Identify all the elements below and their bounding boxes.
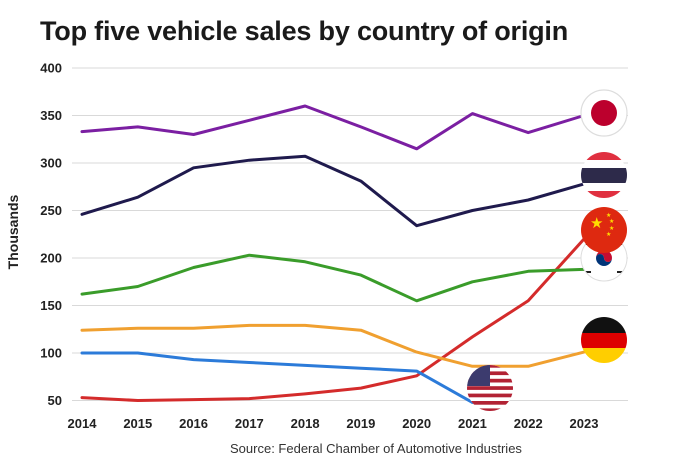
source-note: Source: Federal Chamber of Automotive In…: [230, 441, 522, 456]
y-tick-label: 100: [40, 346, 62, 361]
x-tick-label: 2015: [123, 416, 152, 431]
series-line-japan: [80, 104, 586, 151]
y-tick-label: 250: [40, 203, 62, 218]
x-tick-label: 2020: [402, 416, 431, 431]
x-tick-label: 2022: [514, 416, 543, 431]
y-tick-label: 300: [40, 156, 62, 171]
y-tick-label: 50: [48, 393, 62, 408]
y-tick-label: 200: [40, 251, 62, 266]
svg-text:★: ★: [590, 214, 603, 232]
series-line-thailand: [80, 154, 586, 228]
x-tick-label: 2018: [291, 416, 320, 431]
series-line-usa: [80, 351, 474, 404]
x-tick-label: 2017: [235, 416, 264, 431]
series-line-south-korea: [80, 253, 586, 303]
y-tick-label: 400: [40, 61, 62, 76]
x-tick-label: 2014: [68, 416, 98, 431]
svg-text:★: ★: [609, 218, 614, 225]
x-tick-label: 2019: [346, 416, 375, 431]
series-lines: [80, 104, 586, 404]
y-axis-ticks: 50 100 150 200 250 300 350 400: [40, 61, 62, 409]
chart-title: Top five vehicle sales by country of ori…: [40, 16, 569, 46]
y-tick-label: 350: [40, 108, 62, 123]
x-tick-label: 2016: [179, 416, 208, 431]
usa-flag-icon: [467, 365, 513, 411]
svg-text:★: ★: [606, 212, 611, 219]
x-tick-label: 2023: [570, 416, 599, 431]
germany-flag-icon: [581, 317, 627, 363]
svg-text:★: ★: [609, 225, 614, 232]
thailand-flag-icon: [581, 152, 627, 198]
china-flag-icon: ★ ★ ★ ★ ★: [581, 207, 627, 253]
series-line-china: [80, 237, 586, 402]
svg-text:★: ★: [606, 231, 611, 238]
series-line-germany: [80, 323, 586, 368]
japan-flag-icon: [580, 89, 628, 137]
y-axis-label: Thousands: [5, 194, 21, 269]
y-tick-label: 150: [40, 298, 62, 313]
x-axis-ticks: 2014 2015 2016 2017 2018 2019 2020 2021 2022 2023: [68, 416, 599, 431]
gridlines: [72, 67, 628, 401]
x-tick-label: 2021: [458, 416, 487, 431]
